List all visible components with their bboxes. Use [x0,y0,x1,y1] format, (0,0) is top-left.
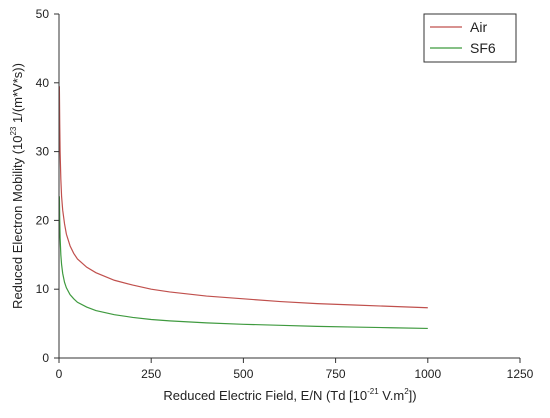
plot-area [58,86,428,330]
y-tick-label: 20 [36,213,50,227]
y-axis-title: Reduced Electron Mobility (1023 1/(m*V*s… [9,63,25,309]
y-tick-label: 30 [36,145,50,159]
legend: Air SF6 [423,13,517,63]
x-tick-label: 500 [233,367,253,381]
x-tick-label: 1000 [414,367,441,381]
legend-label-air: Air [470,19,487,35]
x-tick-label: 750 [326,367,346,381]
x-tick-label: 0 [56,367,63,381]
y-tick-label: 10 [36,282,50,296]
x-tick-label: 1250 [507,367,534,381]
legend-box [423,13,517,63]
y-tick-label: 0 [42,351,49,365]
y-ticks: 0 10 20 30 40 50 [36,7,59,365]
series-line-sf6 [58,196,428,330]
axes [58,14,520,359]
y-tick-label: 40 [36,76,50,90]
y-tick-label: 50 [36,7,50,21]
x-axis-title: Reduced Electric Field, E/N (Td [10-21 V… [163,387,416,403]
x-tick-label: 250 [141,367,161,381]
legend-label-sf6: SF6 [470,40,496,56]
series-line-air [58,86,428,309]
x-ticks: 0 250 500 750 1000 1250 [56,358,534,381]
